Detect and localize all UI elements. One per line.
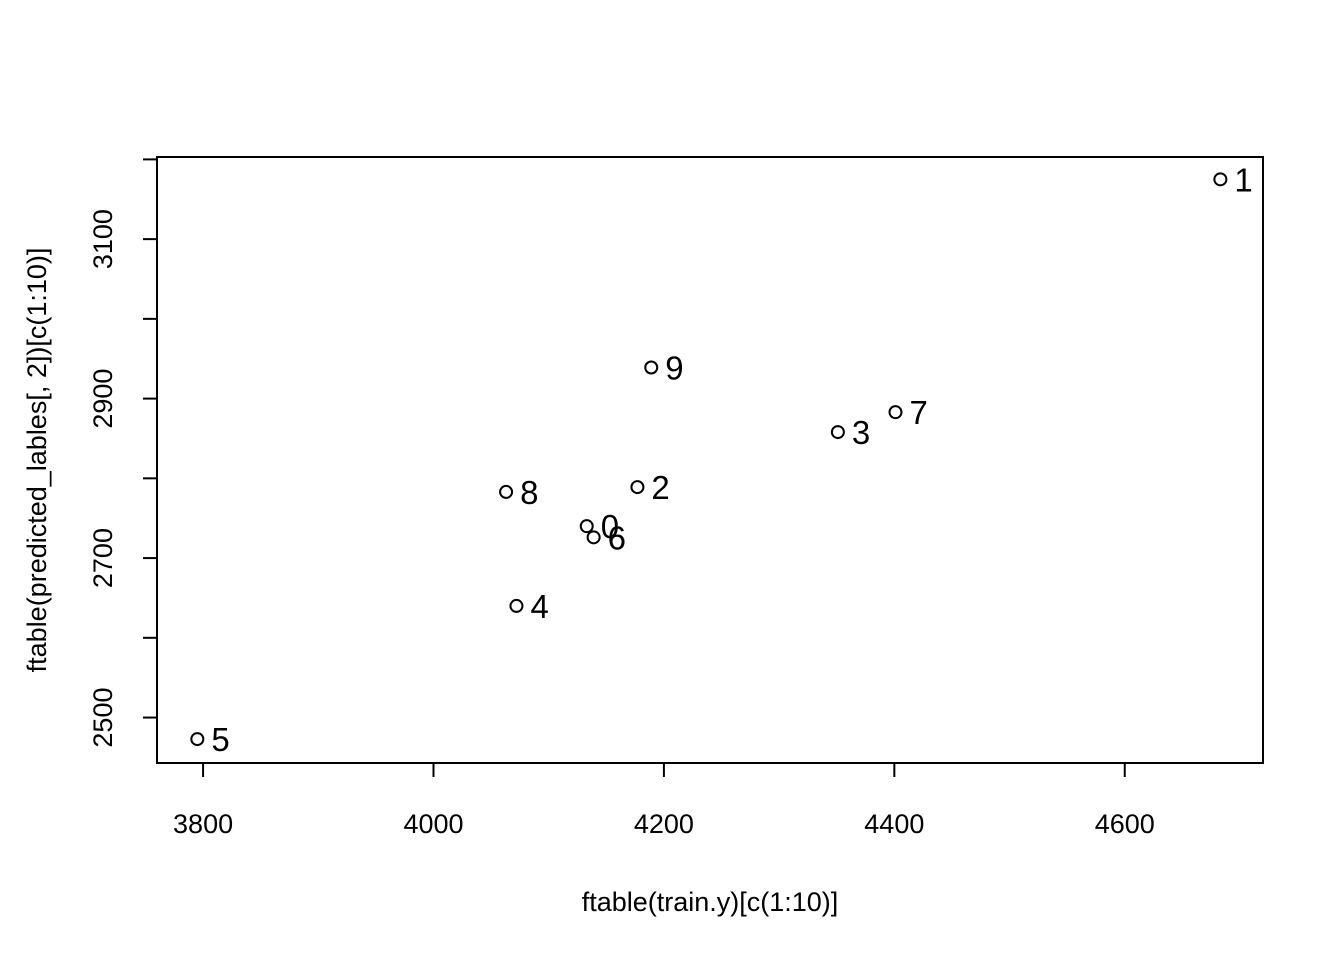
data-point [644,360,659,375]
point-label: 2 [651,469,669,506]
point-label: 8 [520,474,538,511]
data-point [1213,172,1228,187]
point-label: 9 [665,350,683,387]
point-label: 7 [909,394,927,431]
point-label: 0 [601,508,619,545]
x-axis: 3800 4000 4200 4400 4600 [173,762,1155,839]
y-axis: 2500 2700 2900 3100 [88,158,158,748]
data-point [830,425,845,440]
point-label: 3 [852,414,870,451]
data-point [579,519,594,534]
y-axis-label: ftable(predicted_lables[, 2])[c(1:10)] [22,248,52,673]
x-tick-label: 4400 [864,809,924,839]
y-tick-label: 2700 [88,528,118,588]
data-points: 0 1 2 3 4 5 6 7 8 9 [190,161,1253,758]
y-tick-label: 2900 [88,369,118,429]
x-tick-label: 4000 [403,809,463,839]
x-tick-label: 4600 [1095,809,1155,839]
point-label: 5 [211,721,229,758]
data-point [586,530,601,545]
plot-frame [156,156,1264,764]
x-axis-label: ftable(train.y)[c(1:10)] [582,887,839,917]
point-label: 6 [608,519,626,556]
point-label: 1 [1234,161,1252,198]
x-tick-label: 3800 [173,809,233,839]
x-tick-label: 4200 [634,809,694,839]
data-point [888,405,903,420]
data-point [190,732,205,747]
data-point [509,598,524,613]
y-tick-label: 2500 [88,688,118,748]
point-label: 4 [530,588,548,625]
data-point [499,484,514,499]
data-point [630,480,645,495]
y-tick-label: 3100 [88,209,118,269]
